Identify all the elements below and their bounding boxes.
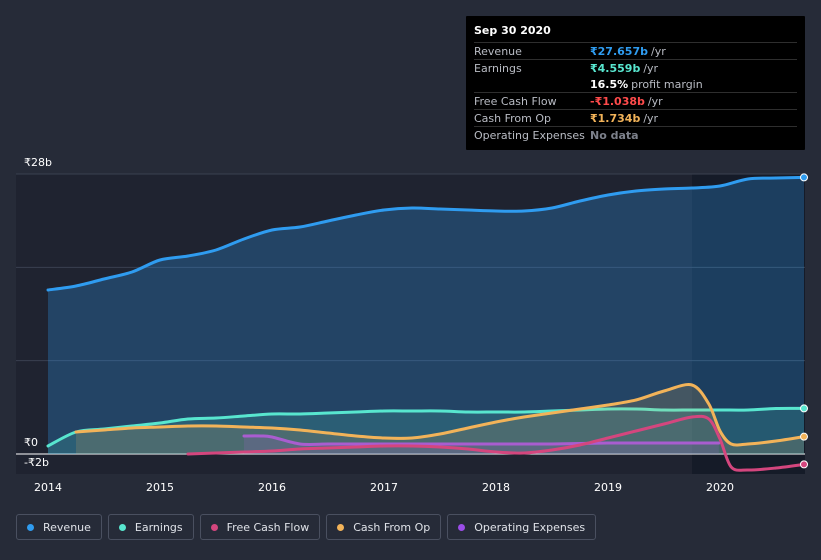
legend-dot-icon xyxy=(118,523,126,531)
tooltip-label: Revenue xyxy=(474,44,522,58)
axis-ticks: ₹28b ₹0 -₹2b 2014 2015 2016 2017 2018 2019 2020 xyxy=(24,156,734,494)
tooltip-unit: /yr xyxy=(650,44,666,58)
tooltip-row-earnings: Earnings ₹4.559b /yr xyxy=(474,59,797,76)
tooltip-date: Sep 30 2020 xyxy=(474,24,551,37)
legend-revenue-button[interactable]: Revenue xyxy=(16,514,102,540)
revenue-end-marker xyxy=(800,173,808,182)
tooltip-value: ₹1.734b xyxy=(590,111,641,125)
legend-operating-expenses-button[interactable]: Operating Expenses xyxy=(447,514,597,540)
legend-dot-icon xyxy=(27,523,34,531)
x-tick-label: 2020 xyxy=(706,481,734,494)
legend-free-cash-flow-button[interactable]: Free Cash Flow xyxy=(199,514,321,540)
legend-cash-from-op-button[interactable]: Cash From Op xyxy=(326,514,442,540)
revenue-line xyxy=(46,175,806,292)
legend-label: Operating Expenses xyxy=(474,520,586,534)
y-tick-label: -₹2b xyxy=(24,456,49,469)
legend-label: Revenue xyxy=(43,520,91,534)
tooltip-value: -₹1.038b xyxy=(590,94,645,108)
end-markers xyxy=(800,173,808,469)
cash-from-op-line xyxy=(74,383,806,447)
legend-label: Free Cash Flow xyxy=(226,520,310,534)
earnings-line xyxy=(46,406,806,448)
highlight-region xyxy=(692,174,805,474)
tooltip-label: Cash From Op xyxy=(474,111,552,125)
tooltip-value: No data xyxy=(590,128,639,142)
series-layer xyxy=(46,175,806,472)
revenue-area xyxy=(48,177,804,454)
tooltip-unit: /yr xyxy=(643,111,659,125)
legend-dot-icon xyxy=(337,523,345,531)
tooltip-unit: /yr xyxy=(643,61,659,75)
x-tick-label: 2017 xyxy=(370,481,398,494)
tooltip-row-cash-from-op: Cash From Op ₹1.734b /yr xyxy=(474,109,797,126)
legend-dot-icon xyxy=(458,523,466,531)
gridlines xyxy=(16,173,805,455)
free-cash-flow-line xyxy=(186,414,806,472)
x-tick-label: 2015 xyxy=(146,481,174,494)
y-tick-label: ₹0 xyxy=(24,436,38,449)
x-tick-label: 2016 xyxy=(258,481,286,494)
tooltip-row-profit-margin: 16.5% profit margin xyxy=(474,76,797,92)
legend: Revenue Earnings Free Cash Flow Cash Fro… xyxy=(16,514,597,540)
x-tick-label: 2018 xyxy=(482,481,510,494)
earnings-end-marker xyxy=(800,404,808,413)
y-tick-label: ₹28b xyxy=(24,156,52,169)
x-tick-label: 2014 xyxy=(34,481,62,494)
tooltip-label: Earnings xyxy=(474,61,522,75)
cash-from-op-area xyxy=(76,384,804,454)
free-cash-flow-end-marker xyxy=(800,460,808,469)
tooltip-row-operating-expenses: Operating Expenses No data xyxy=(474,126,797,143)
tooltip-value: ₹27.657b xyxy=(590,44,648,58)
tooltip-label: Operating Expenses xyxy=(474,128,585,142)
financials-chart: ₹28b ₹0 -₹2b 2014 2015 2016 2017 2018 2019 2020 xyxy=(16,156,808,494)
tooltip-panel: Sep 30 2020 Revenue ₹27.657b /yr Earning… xyxy=(466,16,805,150)
legend-dot-icon xyxy=(210,523,218,531)
cash-from-op-end-marker xyxy=(800,432,808,441)
legend-earnings-button[interactable]: Earnings xyxy=(107,514,194,540)
tooltip-unit: profit margin xyxy=(631,77,703,91)
tooltip-value: ₹4.559b xyxy=(590,61,641,75)
tooltip-row-revenue: Revenue ₹27.657b /yr xyxy=(474,42,797,59)
tooltip-value: 16.5% xyxy=(590,77,629,91)
tooltip-row-free-cash-flow: Free Cash Flow -₹1.038b /yr xyxy=(474,92,797,109)
legend-label: Cash From Op xyxy=(353,520,431,534)
operating-expenses-line xyxy=(242,434,721,446)
tooltip-label: Free Cash Flow xyxy=(474,94,557,108)
legend-label: Earnings xyxy=(134,520,183,534)
x-tick-label: 2019 xyxy=(594,481,622,494)
tooltip-unit: /yr xyxy=(647,94,663,108)
